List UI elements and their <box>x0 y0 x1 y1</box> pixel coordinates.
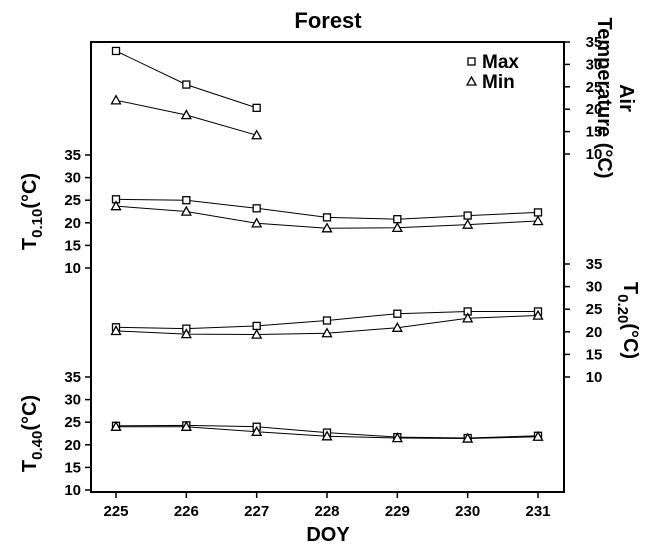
point-min <box>251 217 263 228</box>
label-unit: (°C) <box>19 173 41 209</box>
y-tick-label: 20 <box>586 324 603 341</box>
panel-t010: 10 15 20 25 30 35 T0.10(°C) <box>19 147 544 277</box>
y-tick-label: 30 <box>586 279 603 296</box>
point-min <box>110 94 122 105</box>
point-min <box>180 420 192 431</box>
x-tick-label: 226 <box>174 503 199 520</box>
y-tick-label: 25 <box>64 192 81 209</box>
point-min <box>391 432 403 443</box>
x-axis: 225 226 227 228 229 230 231 <box>103 492 551 520</box>
label-subscript: 0.40 <box>29 431 46 460</box>
point-min <box>321 430 333 441</box>
label-base: T <box>19 460 41 472</box>
label-base: T <box>19 238 41 250</box>
y-tick-label: 25 <box>586 79 603 96</box>
y-tick-label: 10 <box>64 482 81 499</box>
point-min <box>110 200 122 211</box>
y-tick-label: 35 <box>64 147 81 164</box>
legend-label: Min <box>482 72 515 93</box>
point-max <box>252 204 261 213</box>
point-min <box>532 309 544 320</box>
y-tick-label: 30 <box>64 392 81 409</box>
point-min <box>180 109 192 120</box>
y-tick-label: 25 <box>586 301 603 318</box>
x-tick-label: 227 <box>244 503 269 520</box>
label-unit: (°C) <box>619 323 641 359</box>
point-min <box>321 222 333 233</box>
y-tick-label: 15 <box>586 346 603 363</box>
y-tick-label: 15 <box>64 237 81 254</box>
point-max <box>322 213 332 222</box>
point-min <box>251 129 263 140</box>
point-min <box>110 420 122 431</box>
y-tick-label: 20 <box>64 437 81 454</box>
x-tick-label: 230 <box>455 503 480 520</box>
panel-t040: 10 15 20 25 30 35 T0.40(°C) <box>19 369 544 499</box>
panel-t020: 10 15 20 25 30 35 T0.20(°C) <box>110 256 641 386</box>
label-base: T <box>619 282 641 294</box>
point-max <box>533 208 543 217</box>
label-subscript: 0.10 <box>29 209 46 238</box>
y-tick-label: 20 <box>586 101 603 118</box>
y-tick-label: 25 <box>64 414 81 431</box>
point-min <box>321 327 333 338</box>
point-max <box>393 215 402 224</box>
point-min <box>180 205 192 216</box>
label-subscript: 0.20 <box>614 294 631 323</box>
point-min <box>251 328 263 339</box>
point-min <box>462 432 474 443</box>
point-min <box>110 325 122 336</box>
label-unit: (°C) <box>19 395 41 431</box>
point-max <box>252 103 261 113</box>
point-min <box>532 215 544 226</box>
legend-marker-square <box>467 57 476 66</box>
x-tick-label: 228 <box>314 503 339 520</box>
point-min <box>462 312 474 323</box>
y-axis-label-t020: T0.20(°C) <box>614 282 641 359</box>
x-tick-label: 231 <box>525 503 550 520</box>
point-min <box>251 425 263 436</box>
y-axis-label-line: Air <box>615 84 637 112</box>
legend-marker-triangle <box>465 75 478 86</box>
y-axis-label-line: Temperature (°C) <box>593 18 615 179</box>
y-tick-label: 35 <box>586 34 603 51</box>
y-tick-label: 10 <box>586 369 603 386</box>
point-max <box>463 211 472 220</box>
series-line-max <box>115 50 257 109</box>
x-tick-label: 225 <box>103 503 128 520</box>
y-tick-label: 20 <box>64 215 81 232</box>
point-min <box>180 328 192 339</box>
y-tick-label: 10 <box>64 260 81 277</box>
x-axis-label: DOY <box>306 524 350 544</box>
point-min <box>532 430 544 441</box>
point-max <box>393 309 402 318</box>
point-max <box>252 321 261 331</box>
y-tick-label: 30 <box>586 56 603 73</box>
y-tick-label: 10 <box>586 146 603 163</box>
point-min <box>462 218 474 229</box>
point-max <box>322 316 332 325</box>
y-tick-label: 15 <box>64 459 81 476</box>
point-max <box>182 80 191 89</box>
y-tick-label: 35 <box>64 369 81 386</box>
legend-label: Max <box>482 52 519 73</box>
chart-title: Forest <box>294 8 362 33</box>
y-tick-label: 30 <box>64 170 81 187</box>
y-tick-label: 35 <box>586 256 603 273</box>
x-tick-label: 229 <box>385 503 410 520</box>
point-min <box>391 321 403 332</box>
y-tick-label: 15 <box>586 124 603 141</box>
point-max <box>111 46 121 56</box>
point-min <box>391 221 403 233</box>
y-axis-label-t040: T0.40(°C) <box>19 395 46 472</box>
y-axis-label-t010: T0.10(°C) <box>19 173 46 250</box>
point-max <box>182 196 191 205</box>
